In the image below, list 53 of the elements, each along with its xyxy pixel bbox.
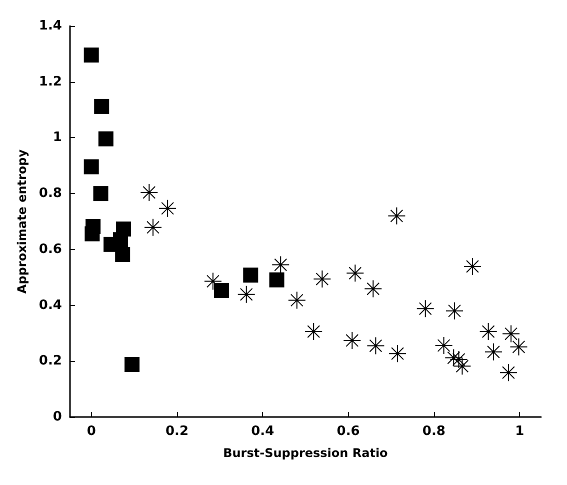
y-tick-label: 1 bbox=[52, 130, 62, 146]
point bbox=[237, 285, 256, 304]
point bbox=[502, 324, 520, 343]
y-tick-label: 0 bbox=[52, 410, 62, 424]
point bbox=[479, 322, 498, 341]
point bbox=[272, 256, 290, 274]
point bbox=[204, 272, 222, 290]
x-tick-label: 0.6 bbox=[336, 424, 360, 439]
point bbox=[243, 268, 258, 283]
point bbox=[124, 356, 140, 372]
point bbox=[269, 272, 284, 288]
point bbox=[346, 264, 364, 282]
point bbox=[94, 98, 110, 114]
point bbox=[364, 280, 382, 298]
point bbox=[115, 246, 130, 262]
point bbox=[158, 199, 177, 218]
point bbox=[366, 336, 385, 355]
point bbox=[343, 331, 362, 350]
point bbox=[84, 159, 99, 174]
y-tick-label: 1.2 bbox=[38, 74, 62, 90]
y-tick-label: 0.2 bbox=[38, 354, 62, 369]
point bbox=[84, 48, 99, 63]
point bbox=[304, 322, 323, 341]
point bbox=[388, 344, 407, 363]
x-tick-label: 0.4 bbox=[251, 424, 274, 439]
y-tick-label: 1.4 bbox=[38, 18, 62, 34]
point bbox=[484, 342, 502, 361]
x-axis-title: Burst-Suppression Ratio bbox=[223, 446, 388, 460]
point bbox=[140, 183, 158, 202]
point bbox=[93, 186, 108, 202]
point bbox=[434, 336, 453, 355]
point bbox=[445, 302, 464, 320]
point bbox=[510, 338, 528, 356]
point bbox=[313, 270, 332, 288]
point bbox=[116, 222, 131, 237]
point bbox=[98, 131, 114, 146]
point bbox=[144, 218, 162, 236]
x-tick-label: 0.2 bbox=[165, 424, 189, 439]
point bbox=[214, 282, 230, 298]
x-tick-label: 1 bbox=[515, 424, 524, 439]
point bbox=[463, 257, 482, 276]
y-tick-label: 0.8 bbox=[38, 186, 62, 202]
y-tick-label: 0.6 bbox=[38, 242, 62, 257]
x-tick-label: 0.8 bbox=[422, 424, 446, 439]
point bbox=[84, 226, 100, 242]
point bbox=[499, 364, 518, 382]
x-tick-label: 0 bbox=[86, 424, 96, 439]
point bbox=[416, 300, 434, 318]
point bbox=[453, 357, 472, 376]
y-tick-label: 0.4 bbox=[38, 298, 62, 313]
point bbox=[388, 206, 406, 225]
point bbox=[288, 291, 306, 310]
y-axis-title: Approximate entropy bbox=[15, 149, 29, 294]
